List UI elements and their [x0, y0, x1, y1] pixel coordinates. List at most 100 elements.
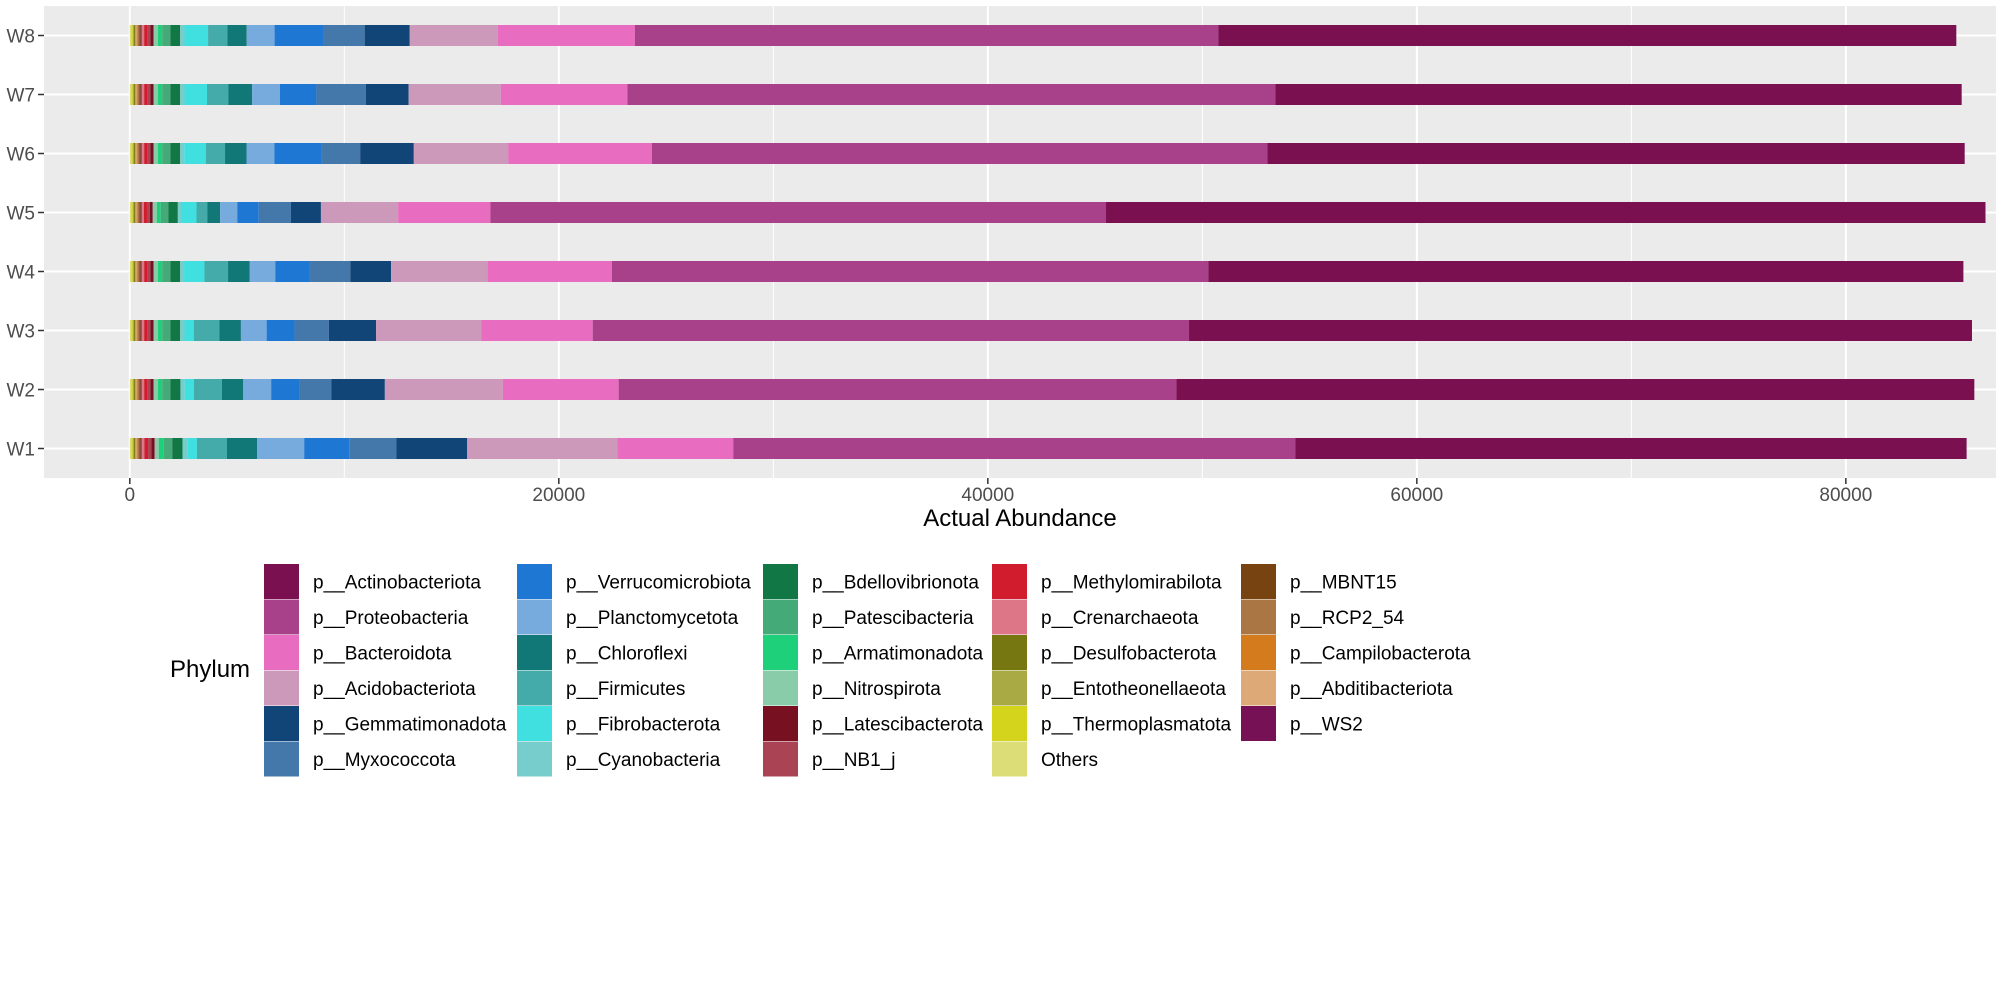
bar-segment: W2 p__Myxococcota: 1500 — [299, 379, 332, 400]
bar-segment: W3 p__Latescibacterota: 150 — [150, 320, 154, 341]
legend-key — [264, 741, 299, 777]
bar-segment: W3 p__Verrucomicrobiota: 1300 — [266, 320, 295, 341]
y-tick-label: W6 — [7, 145, 36, 166]
bar-segment: W7 p__Entotheonellaeota: 60 — [132, 84, 135, 105]
bar-segment: W8 p__Patescibacteria: 380 — [162, 25, 171, 46]
bar-segment: W6 p__Desulfobacterota: 60 — [134, 143, 136, 164]
bar-segment: W6 p__Actinobacteriota: 32500 — [1267, 143, 1965, 164]
legend-key — [264, 564, 299, 599]
bar-segment: W2 p__Bacteroidota: 5400 — [502, 379, 619, 400]
legend-label: p__Chloroflexi — [566, 644, 687, 665]
legend-label: p__MBNT15 — [1290, 573, 1397, 594]
bar-segment: W6 p__Planctomycetota: 1300 — [246, 143, 275, 164]
legend-key — [517, 670, 552, 706]
bar-segment: W6 p__Methylomirabilota: 150 — [144, 143, 148, 164]
bar-segment: W3 p__Armatimonadota: 200 — [157, 320, 163, 341]
bar-segment: W1 p__Armatimonadota: 220 — [158, 438, 164, 459]
x-tick-label: 20000 — [532, 485, 585, 506]
bar-segment: W5 p__Proteobacteria: 28700 — [490, 202, 1107, 223]
bar-segment: W8 p__MBNT15: 60 — [139, 25, 141, 46]
bar-segment: W6 p__MBNT15: 60 — [139, 143, 141, 164]
bar-segment: W1 p__Firmicutes: 1400 — [196, 438, 227, 459]
bar-segment: W5 p__Gemmatimonadota: 1400 — [290, 202, 321, 223]
legend-label: p__Fibrobacterota — [566, 715, 721, 736]
bar-segment: W6 p__Armatimonadota: 200 — [157, 143, 163, 164]
bar-segment: W5 p__Campilobacterota: 50 — [136, 202, 138, 223]
bar-segment: W2 p__Bdellovibrionota: 470 — [170, 379, 181, 400]
bar-segment: W1 p__Campilobacterota: 50 — [136, 438, 138, 459]
bar-segment: W8 p__Abditibacteriota: 60 — [135, 25, 137, 46]
bar-segment: W5 p__Latescibacterota: 140 — [149, 202, 153, 223]
y-tick-label: W2 — [7, 381, 36, 402]
bar-segment: W3 p__Firmicutes: 1200 — [193, 320, 220, 341]
bar-segment: W2 p__Crenarchaeota: 120 — [141, 379, 145, 400]
bar-segment: W1 p__Bacteroidota: 5400 — [617, 438, 734, 459]
bar-segment: W5 p__Desulfobacterota: 60 — [134, 202, 136, 223]
bar-segment: W5 p__Chloroflexi: 600 — [207, 202, 221, 223]
bar-segment: W2 p__Acidobacteriota: 5500 — [384, 379, 503, 400]
legend-label: p__Planctomycetota — [566, 608, 739, 629]
bar-segment: W4 p__MBNT15: 60 — [139, 261, 141, 282]
legend-label: p__Patescibacteria — [812, 608, 974, 629]
bar-segment: W6 p__Latescibacterota: 150 — [150, 143, 154, 164]
legend-label: p__RCP2_54 — [1290, 608, 1405, 629]
bar-segment: W7 p__Actinobacteriota: 32000 — [1275, 84, 1962, 105]
bar-segment: W1 p__Entotheonellaeota: 60 — [132, 438, 135, 459]
bar-segment: W6 p__Fibrobacterota: 1000 — [184, 143, 206, 164]
bar-segment: W5 p__Patescibacteria: 360 — [160, 202, 169, 223]
legend-key — [1241, 706, 1276, 741]
bar-segment: W1 p__Patescibacteria: 400 — [163, 438, 173, 459]
bar-segment: W7 p__Myxococcota: 2300 — [316, 84, 366, 105]
bar-segment: W1 p__Latescibacterota: 160 — [151, 438, 155, 459]
bar-segment: W1 p__Crenarchaeota: 130 — [141, 438, 145, 459]
legend-label: p__Actinobacteriota — [313, 573, 481, 594]
bar-segment: W1 p__Proteobacteria: 26200 — [733, 438, 1296, 459]
legend-label: p__Armatimonadota — [812, 644, 984, 665]
bar-segment: W1 p__Actinobacteriota: 31300 — [1295, 438, 1967, 459]
bar-segment: W1 p__Nitrospirota: 200 — [154, 438, 159, 459]
bar-segment: W3 p__Crenarchaeota: 120 — [141, 320, 145, 341]
legend-key — [763, 635, 798, 670]
bar-segment: W5 p__Bdellovibrionota: 440 — [168, 202, 178, 223]
legend-label: p__Crenarchaeota — [1041, 608, 1199, 629]
bar-segment: W3 p__RCP2_54: 80 — [137, 320, 140, 341]
bar-segment: W7 p__Fibrobacterota: 1050 — [184, 84, 208, 105]
legend-key — [992, 635, 1027, 670]
bar-segment: W2 p__WS2: 40 — [140, 379, 142, 400]
bar-segment: W1 p__WS2: 40 — [140, 438, 142, 459]
bar-segment: W8 p__Actinobacteriota: 34400 — [1218, 25, 1957, 46]
bar-segment: W2 p__Entotheonellaeota: 60 — [132, 379, 135, 400]
legend-label: p__Methylomirabilota — [1041, 573, 1222, 594]
bar-segment: W5 p__Verrucomicrobiota: 1000 — [237, 202, 259, 223]
bar-segment: W1 p__Verrucomicrobiota: 2100 — [304, 438, 350, 459]
bar-segment: W6 p__Patescibacteria: 380 — [162, 143, 171, 164]
bar-segment: W4 p__Chloroflexi: 1000 — [228, 261, 250, 282]
bar-segment: W5 p__RCP2_54: 80 — [137, 202, 140, 223]
bar-segment: W6 p__Abditibacteriota: 60 — [135, 143, 137, 164]
legend-key — [517, 564, 552, 599]
bar-segment: W3 p__Abditibacteriota: 60 — [135, 320, 137, 341]
bar-segment: W8 p__Latescibacterota: 150 — [150, 25, 154, 46]
x-tick-label: 80000 — [1819, 485, 1872, 506]
bar-segment: W2 p__Latescibacterota: 150 — [150, 379, 154, 400]
bar-segment: W6 p__Cyanobacteria: 190 — [180, 143, 185, 164]
bar-segment: W8 p__Firmicutes: 900 — [208, 25, 228, 46]
bar-segment: W3 p__Gemmatimonadota: 2200 — [328, 320, 377, 341]
bar-segment: W8 p__Chloroflexi: 900 — [227, 25, 247, 46]
bar-segment: W3 p__Entotheonellaeota: 60 — [132, 320, 135, 341]
bar-segment: W3 p__NB1_j: 140 — [147, 320, 151, 341]
bar-segment: W3 p__Myxococcota: 1600 — [294, 320, 329, 341]
bar-segment: W6 p__Myxococcota: 1800 — [321, 143, 361, 164]
bar-segment: W7 p__Proteobacteria: 30200 — [627, 84, 1276, 105]
legend-label: p__Campilobacterota — [1290, 644, 1471, 665]
legend-label: p__Firmicutes — [566, 679, 685, 700]
bar-segment: W2 p__Verrucomicrobiota: 1300 — [271, 379, 300, 400]
y-tick-label: W4 — [7, 263, 36, 284]
y-tick-label: W5 — [7, 204, 36, 225]
legend-label: p__Entotheonellaeota — [1041, 679, 1226, 700]
bar-segment: W2 p__Abditibacteriota: 60 — [135, 379, 137, 400]
bar-segment: W6 p__Verrucomicrobiota: 2200 — [274, 143, 322, 164]
bar-segment: W7 p__RCP2_54: 80 — [137, 84, 140, 105]
bar-segment: W4 p__Myxococcota: 1900 — [309, 261, 351, 282]
bar-segment: W2 p__Gemmatimonadota: 2500 — [331, 379, 385, 400]
